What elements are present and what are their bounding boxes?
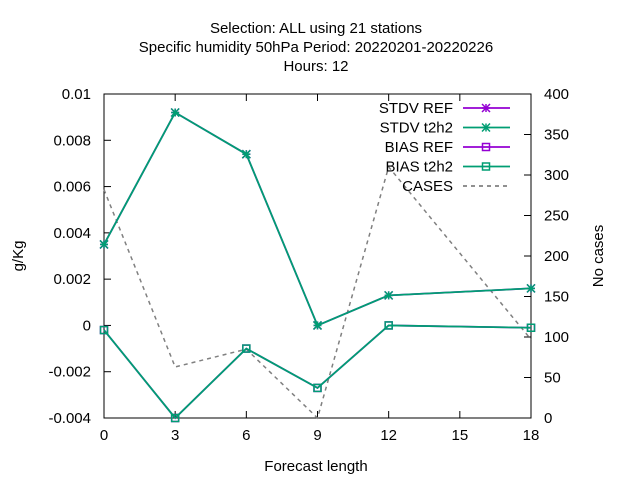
data-point — [526, 323, 536, 332]
series-bias-t2h2 — [99, 321, 536, 423]
legend-label: STDV REF — [379, 100, 453, 117]
y-tick-label: 0.004 — [53, 225, 91, 242]
legend-label: CASES — [402, 178, 453, 195]
y2-tick-label: 400 — [544, 86, 569, 103]
data-point — [384, 290, 394, 300]
y2-tick-label: 0 — [544, 410, 552, 427]
data-point — [241, 149, 251, 159]
y-tick-label: -0.002 — [48, 364, 91, 381]
data-point — [242, 344, 251, 353]
y-tick-label: -0.004 — [48, 410, 91, 427]
y-tick-label: 0.008 — [53, 132, 91, 149]
y2-axis: 0 50 100 150 200 250 300 350 400 — [524, 86, 569, 427]
data-point — [526, 283, 536, 293]
chart-title: Selection: ALL using 21 stations Specifi… — [139, 20, 493, 75]
series-line — [103, 324, 532, 420]
y-tick-label: 0.002 — [53, 271, 91, 288]
legend-marker — [481, 103, 491, 113]
legend-marker — [481, 122, 491, 133]
data-point — [99, 325, 109, 335]
y-tick-label: 0.01 — [62, 86, 91, 103]
data-point — [313, 383, 322, 393]
series-layer — [99, 107, 536, 423]
plot-frame — [103, 93, 532, 419]
legend-label: STDV t2h2 — [380, 120, 453, 137]
legend-marker — [481, 142, 491, 152]
x-tick-label: 9 — [313, 427, 321, 444]
y-axis: -0.004 -0.002 0 0.002 0.004 0.006 0.008 0.01 — [48, 86, 111, 427]
y2-tick-label: 350 — [544, 127, 569, 144]
series-line — [103, 165, 532, 420]
series-line — [103, 111, 532, 327]
x-tick-label: 0 — [100, 427, 108, 444]
legend-marker — [481, 162, 491, 171]
series-cases — [103, 165, 532, 420]
y2-tick-label: 50 — [544, 370, 561, 387]
data-point — [312, 320, 323, 330]
x-axis: 0 3 6 9 12 15 18 — [100, 94, 540, 444]
title-line-2: Specific humidity 50hPa Period: 20220201… — [139, 39, 493, 56]
y2-tick-label: 150 — [544, 289, 569, 306]
x-tick-label: 18 — [523, 427, 540, 444]
series-stdv-t2h2 — [99, 107, 536, 330]
title-line-1: Selection: ALL using 21 stations — [210, 20, 422, 37]
x-tick-label: 6 — [242, 427, 250, 444]
series-line — [103, 111, 532, 327]
y2-tick-label: 250 — [544, 208, 569, 225]
legend-label: BIAS REF — [385, 139, 453, 156]
title-line-3: Hours: 12 — [283, 58, 348, 75]
y-tick-label: 0 — [83, 317, 91, 334]
y2-tick-label: 300 — [544, 167, 569, 184]
data-point — [170, 107, 180, 118]
data-point — [384, 321, 393, 330]
x-tick-label: 15 — [451, 427, 468, 444]
y2-axis-label: No cases — [590, 225, 607, 288]
x-tick-label: 3 — [171, 427, 179, 444]
legend-label: BIAS t2h2 — [385, 159, 453, 176]
y-axis-label: g/Kg — [10, 241, 27, 272]
y-tick-label: 0.006 — [53, 179, 91, 196]
y2-tick-label: 200 — [544, 248, 569, 265]
legend: STDV REF STDV t2h2 BIAS REF BIAS t2h2 CASES — [379, 100, 510, 195]
data-point — [170, 413, 180, 423]
series-line — [103, 324, 532, 420]
x-tick-label: 12 — [380, 427, 397, 444]
x-axis-label: Forecast length — [264, 458, 367, 475]
y2-tick-label: 100 — [544, 329, 569, 346]
data-point — [99, 239, 109, 249]
series-stdv-ref — [99, 107, 536, 330]
